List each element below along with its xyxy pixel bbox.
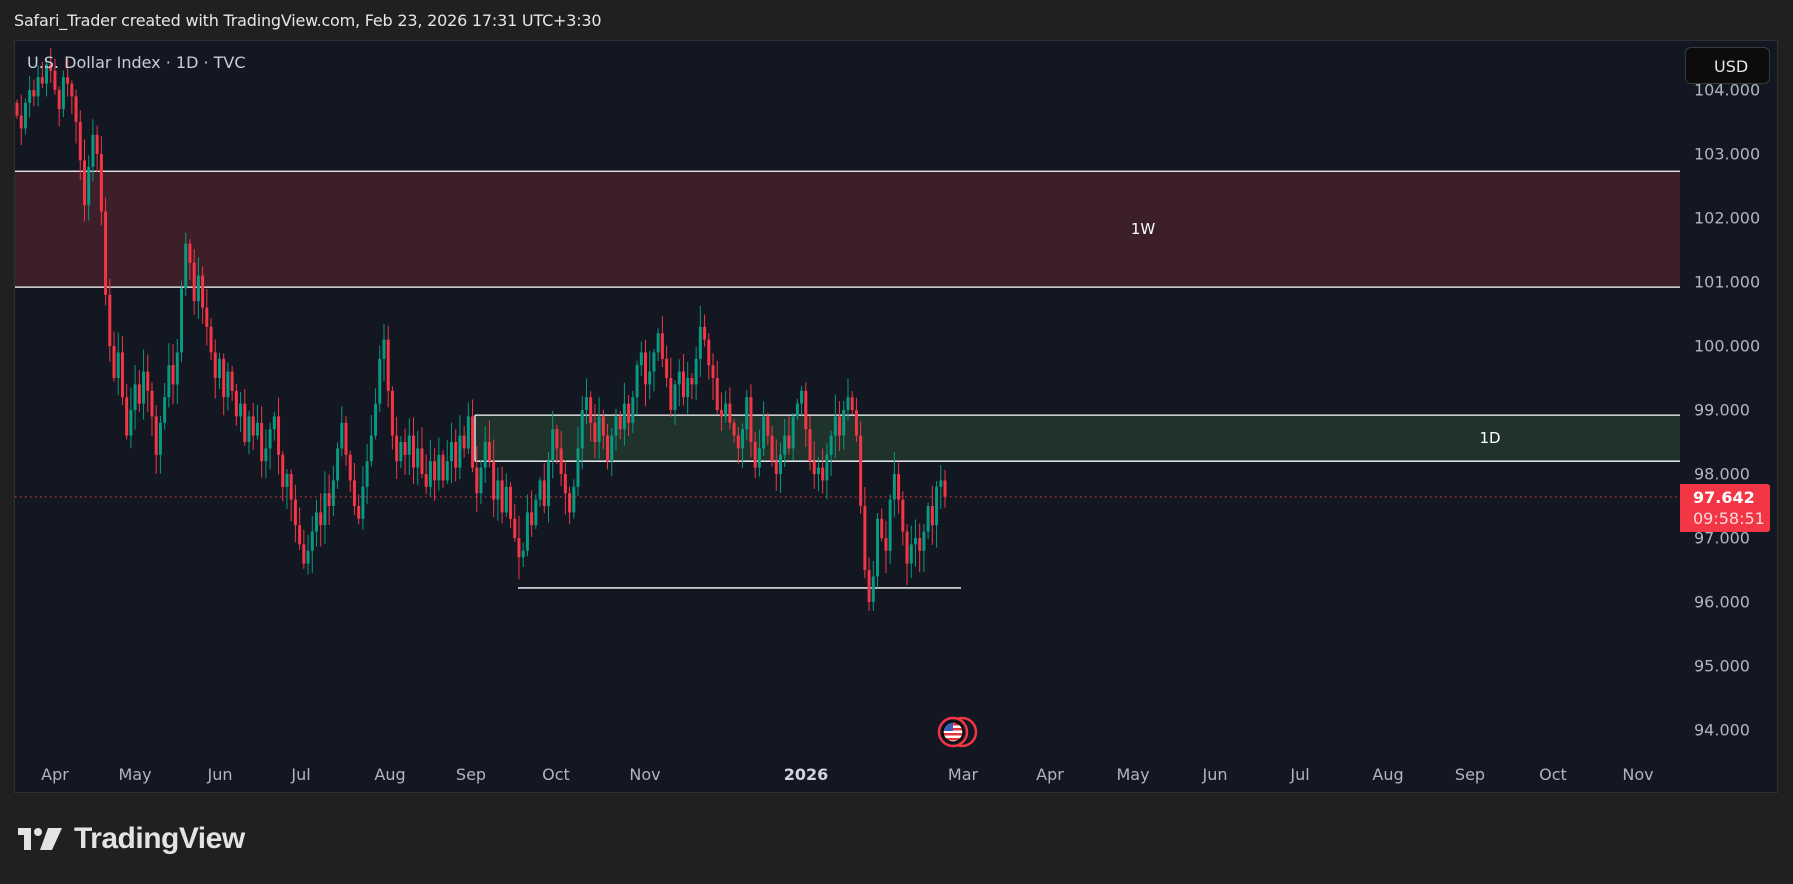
price-axis-label: 99.000 (1694, 400, 1750, 420)
time-axis-label: Jul (291, 765, 311, 784)
time-axis-label: Apr (1036, 765, 1064, 784)
zone-1d[interactable] (475, 415, 1680, 462)
time-axis-label: Jul (1290, 765, 1310, 784)
price-axis-label: 97.000 (1694, 528, 1750, 548)
chart-attribution: Safari_Trader created with TradingView.c… (14, 11, 602, 30)
zone-1w[interactable] (15, 171, 1680, 288)
zone-label-1w: 1W (1130, 220, 1156, 239)
price-axis-label: 98.000 (1694, 464, 1750, 484)
zone-label-1d: 1D (1479, 429, 1501, 448)
time-axis-label: Aug (1372, 765, 1404, 784)
time-axis-label: Sep (1454, 765, 1486, 784)
tradingview-logo: TradingView (18, 822, 245, 856)
bar-countdown: 09:58:51 (1693, 509, 1765, 528)
time-axis-label: Mar (947, 765, 979, 784)
time-axis-label: May (1116, 765, 1150, 784)
time-axis-label: May (118, 765, 152, 784)
time-axis-label: Nov (629, 765, 661, 784)
time-axis-label: Jun (207, 765, 233, 784)
price-axis-label: 103.000 (1694, 144, 1761, 164)
price-axis-label: 102.000 (1694, 208, 1761, 228)
time-axis-label: Nov (1622, 765, 1654, 784)
time-axis-label: Oct (1539, 765, 1567, 784)
tradingview-wordmark: TradingView (74, 822, 245, 855)
last-price-tag: 97.642 09:58:51 (1680, 484, 1770, 532)
time-axis-label: Apr (41, 765, 69, 784)
price-axis-label: 104.000 (1694, 80, 1761, 100)
time-axis-label: Jun (1202, 765, 1228, 784)
price-axis-label: 96.000 (1694, 592, 1750, 612)
price-axis-label: 100.000 (1694, 336, 1761, 356)
time-axis-label: Oct (542, 765, 570, 784)
currency-button[interactable]: USD (1685, 47, 1770, 84)
tradingview-mark-icon (18, 828, 62, 850)
us-flag-economic-event-icon[interactable] (937, 716, 979, 748)
time-axis-label: Sep (455, 765, 487, 784)
time-axis-label: Aug (374, 765, 406, 784)
time-axis-label: 2026 (783, 765, 829, 784)
symbol-title: U.S. Dollar Index · 1D · TVC (27, 53, 246, 72)
price-axis-label: 94.000 (1694, 720, 1750, 740)
price-axis-label: 95.000 (1694, 656, 1750, 676)
last-price: 97.642 (1693, 488, 1755, 507)
price-axis-label: 101.000 (1694, 272, 1761, 292)
